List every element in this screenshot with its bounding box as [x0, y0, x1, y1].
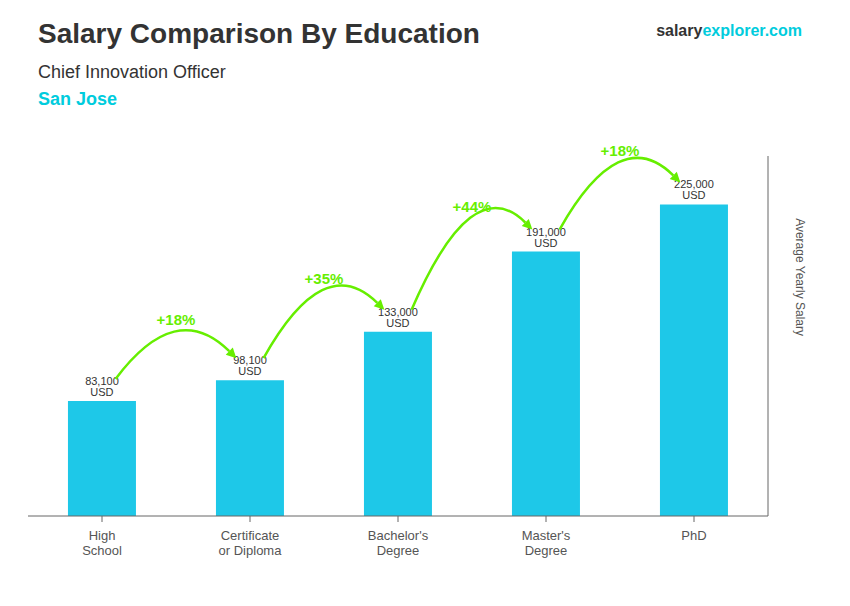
html-text:USD: USD — [682, 189, 706, 202]
html-text:191,000: 191,000 — [526, 225, 566, 238]
svg-text:98,100USD: 98,100USD — [233, 354, 267, 377]
svg-text:HighSchool: HighSchool — [82, 528, 122, 558]
svg-text:Average Yearly Salary: Average Yearly Salary — [793, 218, 807, 336]
svg-text:+18%: +18% — [601, 142, 640, 159]
svg-text:+35%: +35% — [305, 270, 344, 287]
svg-text:+44%: +44% — [453, 198, 492, 215]
svg-text:Bachelor'sDegree: Bachelor'sDegree — [368, 528, 429, 558]
svg-text:Master'sDegree: Master'sDegree — [522, 528, 571, 558]
svg-text:83,100USD: 83,100USD — [85, 375, 119, 398]
svg-text:+18%: +18% — [157, 311, 196, 328]
html-text:Chief Innovation Officer: Chief Innovation Officer — [38, 62, 226, 82]
html-text:133,000: 133,000 — [378, 305, 418, 318]
html-text:salary explorer.com: salary explorer.com — [656, 22, 802, 39]
html-text:USD: USD — [534, 236, 558, 249]
html-text:USD: USD — [386, 316, 410, 329]
html-text:San Jose: San Jose — [38, 89, 117, 109]
svg-text:Certificateor Diploma: Certificateor Diploma — [219, 528, 283, 558]
html-text:Salary Comparison By Education: Salary Comparison By Education — [38, 18, 480, 49]
svg-text:PhD: PhD — [681, 528, 706, 543]
html-text:225,000: 225,000 — [674, 178, 714, 191]
